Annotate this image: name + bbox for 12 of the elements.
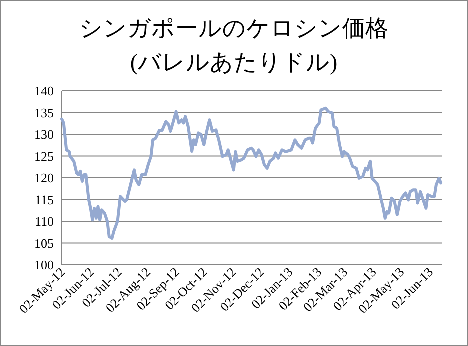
y-tick-label: 130 [34, 127, 54, 142]
y-tick-label: 135 [34, 105, 54, 120]
chart-subtitle: (バレルあたりドル) [130, 50, 338, 75]
y-tick-label: 140 [34, 84, 54, 98]
line-series [60, 106, 443, 240]
y-tick-label: 105 [34, 236, 54, 251]
y-tick-label: 120 [34, 170, 54, 186]
y-tick-label: 110 [34, 214, 54, 229]
y-tick-label: 100 [34, 258, 54, 272]
y-tick-label: 115 [34, 192, 54, 208]
chart-title: シンガポールのケロシン価格 [80, 16, 388, 41]
y-tick-label: 125 [34, 148, 54, 164]
